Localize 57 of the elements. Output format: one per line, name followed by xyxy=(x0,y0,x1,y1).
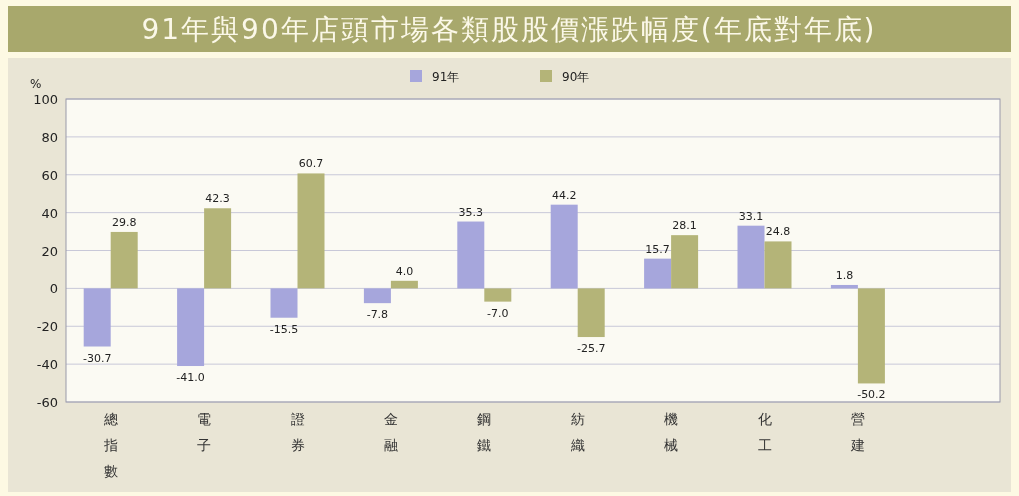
bar xyxy=(737,225,765,289)
y-tick-label: 80 xyxy=(41,129,58,145)
x-tick-label: 化工 xyxy=(757,411,772,453)
data-label: 60.7 xyxy=(298,157,324,171)
data-label: 28.1 xyxy=(672,219,697,233)
data-label: 1.8 xyxy=(835,268,854,282)
y-tick-label: 40 xyxy=(41,205,58,221)
bar xyxy=(270,288,298,318)
data-label: 4.0 xyxy=(395,264,414,278)
y-tick-label: 20 xyxy=(41,243,58,259)
data-label: -7.8 xyxy=(366,308,389,322)
bar xyxy=(577,288,605,338)
y-tick-label: -40 xyxy=(36,357,58,373)
bar xyxy=(177,288,205,367)
y-tick-label: -60 xyxy=(36,395,58,410)
data-label: -7.0 xyxy=(487,306,509,320)
data-label: -30.7 xyxy=(82,351,112,365)
bar xyxy=(83,288,111,347)
y-axis-title: % xyxy=(30,77,42,91)
data-label: 35.3 xyxy=(458,205,484,219)
data-label: -41.0 xyxy=(176,371,205,385)
bar xyxy=(390,280,418,289)
bar xyxy=(764,241,792,289)
legend-label: 90年 xyxy=(562,70,590,84)
data-label: 42.3 xyxy=(205,192,230,206)
bar xyxy=(484,288,512,302)
y-tick-label: 100 xyxy=(33,92,58,107)
chart-title: 91年與90年店頭市場各類股股價漲跌幅度(年底對年底) xyxy=(141,13,877,46)
data-label: 15.7 xyxy=(645,242,670,256)
bar xyxy=(363,288,391,304)
bar xyxy=(457,221,485,289)
data-label: -15.5 xyxy=(269,322,299,336)
data-label: 24.8 xyxy=(765,225,791,239)
x-tick-label: 紡織 xyxy=(569,411,585,453)
bar xyxy=(671,235,699,289)
bar xyxy=(110,231,138,289)
x-tick-label: 鋼鐵 xyxy=(477,411,492,453)
bar xyxy=(297,173,325,289)
x-tick-label: 總指數 xyxy=(102,411,118,479)
x-tick-label: 機械 xyxy=(664,411,679,453)
data-label: -50.2 xyxy=(857,388,886,402)
y-tick-label: -20 xyxy=(36,319,58,335)
data-label: 29.8 xyxy=(111,215,137,229)
data-label: 33.1 xyxy=(738,209,764,223)
x-tick-label: 證券 xyxy=(290,411,305,453)
bar xyxy=(857,288,885,384)
x-tick-label: 營建 xyxy=(849,411,865,453)
bar xyxy=(204,208,232,289)
legend-label: 91年 xyxy=(432,70,460,84)
bar xyxy=(644,258,672,289)
bar xyxy=(550,204,578,289)
data-label: 44.2 xyxy=(551,188,577,202)
x-tick-label: 金融 xyxy=(383,411,398,453)
x-tick-label: 電子 xyxy=(197,411,212,453)
data-label: -25.7 xyxy=(576,342,606,356)
y-tick-label: 60 xyxy=(41,167,58,183)
y-tick-label: 0 xyxy=(49,281,58,297)
